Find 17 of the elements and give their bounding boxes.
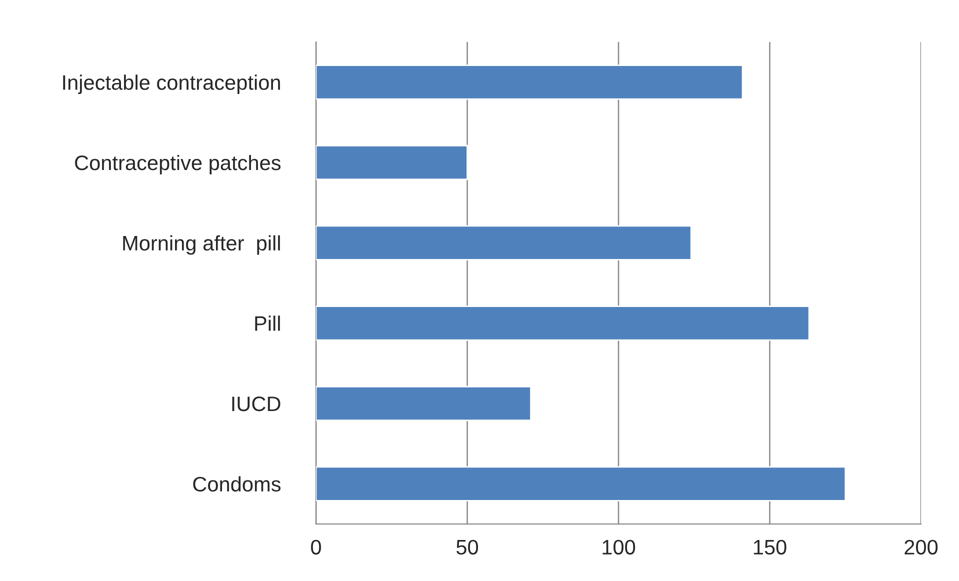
bar [316,306,810,341]
y-tick-label: Pill [255,316,280,331]
bar [316,466,846,502]
bar [316,386,532,422]
y-tick-label: Injectable contraception [63,74,280,94]
x-tick-label: 200 [904,540,938,555]
x-tick-label: 50 [456,540,478,555]
y-tick-label: Morning after pill [123,235,280,255]
y-tick-label: Condoms [193,476,281,492]
y-tick-label: Contraceptive patches [75,154,281,174]
bar [316,64,744,100]
x-tick-label: 100 [602,540,636,555]
bar [316,225,692,260]
bar [316,144,468,180]
x-tick-label: 0 [311,540,321,555]
x-tick-label: 150 [754,540,786,555]
y-tick-label: IUCD [232,396,280,412]
